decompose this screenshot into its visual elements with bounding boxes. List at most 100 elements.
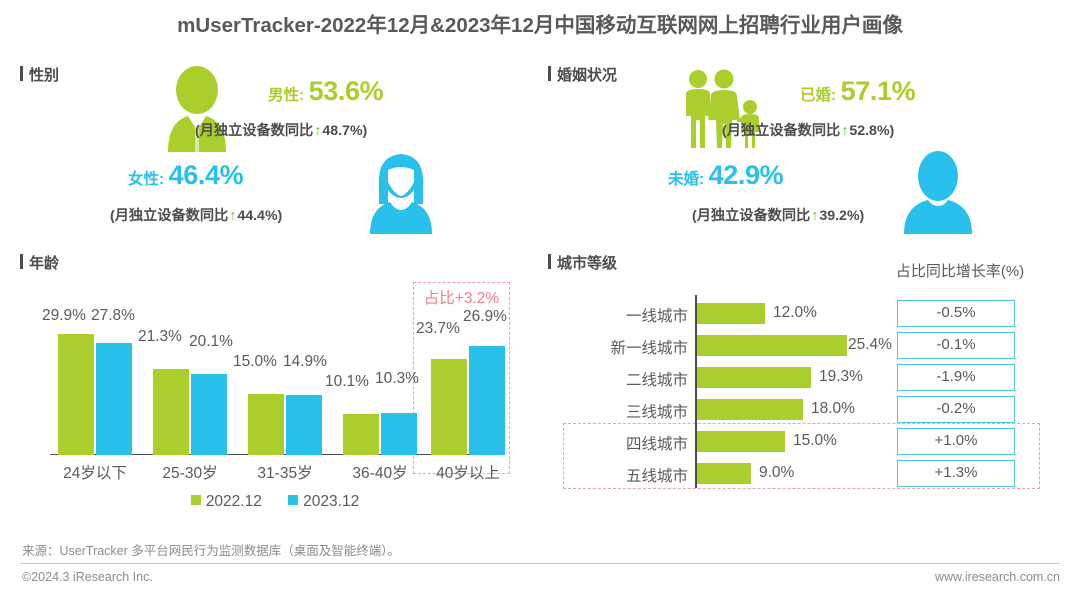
age-value-2023-31-35岁: 14.9% [283,353,327,370]
single-sub-value: 39.2%) [819,208,865,224]
female-arrow-up-icon: ↑ [229,208,237,224]
city-growth-0: -0.5% [897,300,1015,327]
married-subtext: (月独立设备数同比↑52.8%) [722,120,894,140]
age-value-2023-40岁以上: 26.9% [463,308,507,325]
age-bar-2023-24岁以下 [96,343,132,455]
city-row: 一线城市 12.0% -0.5% [545,298,1055,330]
city-name-5: 五线城市 [625,468,688,485]
age-bar-2022-36-40岁 [343,414,379,455]
single-person-icon [904,151,972,234]
city-bar-3 [697,399,803,420]
city-value-0: 12.0% [773,304,817,321]
age-value-2022-36-40岁: 10.1% [325,373,369,390]
male-arrow-up-icon: ↑ [314,123,322,139]
family-icon [686,69,759,148]
city-row: 三线城市 18.0% -0.2% [545,394,1055,426]
married-stat-line: 已婚: 57.1% [800,76,916,107]
legend-label-2022: 2022.12 [205,493,262,510]
age-value-2023-24岁以下: 27.8% [91,307,135,324]
female-sub-prefix: (月独立设备数同比 [110,208,229,224]
age-bar-chart: 占比+3.2% 29.9% 27.8% 24岁以下 21.3% 20.1% 25… [20,275,510,510]
city-bar-1 [697,335,847,356]
section-header-city: 城市等级 [548,252,617,273]
legend-swatch-2022-icon [190,495,201,505]
city-bar-4 [697,431,785,452]
age-chart-legend: 2022.12 2023.12 [50,493,500,511]
male-subtext: (月独立设备数同比↑48.7%) [195,120,367,140]
female-avatar-icon [370,154,432,234]
female-value: 46.4% [168,160,244,190]
city-growth-4: +1.0% [897,428,1015,455]
male-sub-prefix: (月独立设备数同比 [195,123,314,139]
age-value-2022-40岁以上: 23.7% [416,320,460,337]
married-sub-value: 52.8%) [849,123,895,139]
city-highlight-dashed-box [563,423,1040,489]
footer-url[interactable]: www.iresearch.com.cn [934,570,1060,584]
section-header-marital: 婚姻状况 [548,64,617,85]
single-label: 未婚: [668,171,705,188]
city-bar-2 [697,367,811,388]
city-chart-axis [695,295,697,488]
single-arrow-up-icon: ↑ [811,208,819,224]
age-value-2022-24岁以下: 29.9% [42,307,86,324]
legend-label-2023: 2023.12 [303,493,360,510]
married-sub-prefix: (月独立设备数同比 [722,123,841,139]
female-stat-line: 女性: 46.4% [128,160,244,191]
female-label: 女性: [128,171,165,188]
male-label: 男性: [268,87,305,104]
male-value: 53.6% [308,76,384,106]
age-category-0: 24岁以下 [63,465,127,482]
city-name-2: 二线城市 [625,372,688,389]
age-category-3: 36-40岁 [352,465,408,482]
legend-swatch-2023-icon [288,495,299,505]
age-bar-2023-40岁以上 [469,346,505,455]
city-value-5: 9.0% [759,464,795,481]
city-bar-0 [697,303,765,324]
city-value-1: 25.4% [848,336,892,353]
female-subtext: (月独立设备数同比↑44.4%) [110,205,282,225]
city-value-4: 15.0% [793,432,837,449]
page-title: mUserTracker-2022年12月&2023年12月中国移动互联网网上招… [177,14,903,37]
single-value: 42.9% [708,160,784,190]
age-category-2: 31-35岁 [257,465,313,482]
section-header-gender: 性别 [20,64,59,85]
city-growth-column-header: 占比同比增长率(%) [895,263,1025,280]
age-category-4: 40岁以上 [436,465,500,482]
age-bar-2022-31-35岁 [248,394,284,455]
city-tier-bar-chart: 占比同比增长率(%) 一线城市 12.0% -0.5% 新一线城市 25.4% … [545,260,1055,510]
age-bar-2022-40岁以上 [431,359,467,455]
single-subtext: (月独立设备数同比↑39.2%) [692,205,864,225]
male-avatar-icon [168,66,226,152]
legend-item-2022: 2022.12 [190,493,262,511]
age-bar-2023-25-30岁 [191,374,227,455]
city-bar-5 [697,463,751,484]
city-row: 二线城市 19.3% -1.9% [545,362,1055,394]
age-bar-2023-31-35岁 [286,395,322,455]
age-value-2023-36-40岁: 10.3% [375,370,419,387]
city-name-3: 三线城市 [625,404,688,421]
age-value-2023-25-30岁: 20.1% [189,333,233,350]
footer-copyright: ©2024.3 iResearch Inc. [22,570,153,584]
married-arrow-up-icon: ↑ [841,123,849,139]
age-bar-2023-36-40岁 [381,413,417,455]
single-sub-prefix: (月独立设备数同比 [692,208,811,224]
city-value-2: 19.3% [819,368,863,385]
city-row: 五线城市 9.0% +1.3% [545,458,1055,490]
footer-divider [20,563,1060,564]
age-value-2022-25-30岁: 21.3% [138,328,182,345]
city-growth-1: -0.1% [897,332,1015,359]
city-growth-2: -1.9% [897,364,1015,391]
city-growth-3: -0.2% [897,396,1015,423]
age-annotation-label: 占比+3.2% [423,290,500,307]
source-note: 来源：UserTracker 多平台网民行为监测数据库（桌面及智能终端）。 [22,544,401,558]
single-stat-line: 未婚: 42.9% [668,160,784,191]
city-growth-5: +1.3% [897,460,1015,487]
married-label: 已婚: [800,87,837,104]
age-category-1: 25-30岁 [162,465,218,482]
age-bar-2022-24岁以下 [58,334,94,455]
city-name-0: 一线城市 [625,308,688,325]
male-stat-line: 男性: 53.6% [268,76,384,107]
legend-item-2023: 2023.12 [288,493,359,511]
city-name-4: 四线城市 [625,436,688,453]
female-sub-value: 44.4%) [237,208,283,224]
